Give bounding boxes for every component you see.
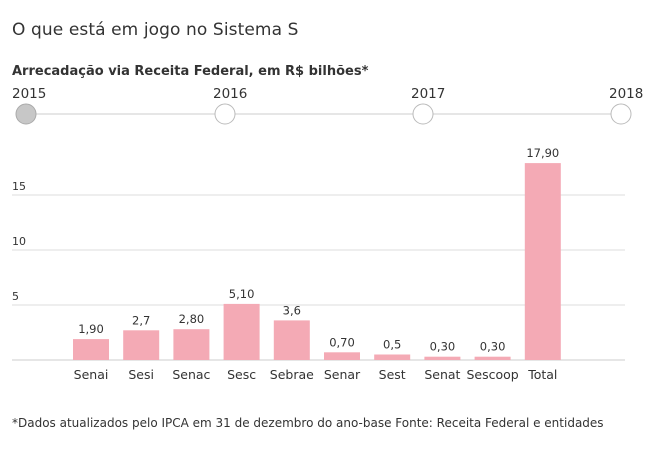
x-tick-label-sesi: Sesi [128, 367, 154, 382]
bar-senar [324, 352, 360, 360]
bar-sebrae [273, 320, 310, 360]
bar-value-label-total: 17,90 [526, 146, 559, 160]
bar-sescoop [474, 356, 511, 360]
bar-sesc [223, 303, 260, 360]
bar-value-label-senar: 0,70 [329, 335, 355, 349]
bar-senac [173, 329, 210, 360]
bar-value-label-sest: 0,5 [383, 338, 401, 352]
bar-value-label-senac: 2,80 [179, 312, 205, 326]
x-tick-label-senai: Senai [74, 367, 109, 382]
y-tick-label-5: 5 [12, 290, 19, 303]
bar-value-label-senai: 1,90 [78, 322, 104, 336]
bar-value-label-sescoop: 0,30 [480, 340, 506, 354]
bar-senai [73, 339, 109, 360]
year-label-2018[interactable]: 2018 [609, 86, 644, 102]
timeline-dot-2015[interactable] [15, 103, 37, 125]
year-label-2017[interactable]: 2017 [411, 86, 446, 102]
x-tick-label-senar: Senar [324, 367, 361, 382]
bar-value-label-senat: 0,30 [430, 340, 456, 354]
y-tick-label-15: 15 [12, 180, 26, 193]
timeline-dot-2016[interactable] [214, 103, 236, 125]
y-tick-label-10: 10 [12, 235, 26, 248]
bar-value-label-sebrae: 3,6 [283, 303, 301, 317]
timeline-dot-2017[interactable] [412, 103, 434, 125]
x-tick-label-senat: Senat [424, 367, 460, 382]
x-tick-label-sest: Sest [379, 367, 406, 382]
bar-sesi [123, 330, 160, 360]
bar-value-label-sesc: 5,10 [229, 287, 255, 301]
timeline-dot-2018[interactable] [610, 103, 632, 125]
year-label-2015[interactable]: 2015 [12, 86, 47, 102]
bar-sest [374, 354, 411, 360]
x-tick-label-total: Total [527, 367, 557, 382]
bar-senat [424, 356, 461, 360]
x-tick-label-sesc: Sesc [227, 367, 256, 382]
year-label-2016[interactable]: 2016 [213, 86, 248, 102]
x-tick-label-senac: Senac [172, 367, 210, 382]
x-tick-label-sebrae: Sebrae [270, 367, 314, 382]
footnote: *Dados atualizados pelo IPCA em 31 de de… [12, 416, 604, 430]
bar-value-label-sesi: 2,7 [132, 313, 150, 327]
chart-subtitle: Arrecadação via Receita Federal, em R$ b… [12, 64, 369, 79]
x-tick-label-sescoop: Sescoop [466, 367, 518, 382]
chart-title: O que está em jogo no Sistema S [12, 20, 299, 40]
bar-total [524, 163, 561, 360]
